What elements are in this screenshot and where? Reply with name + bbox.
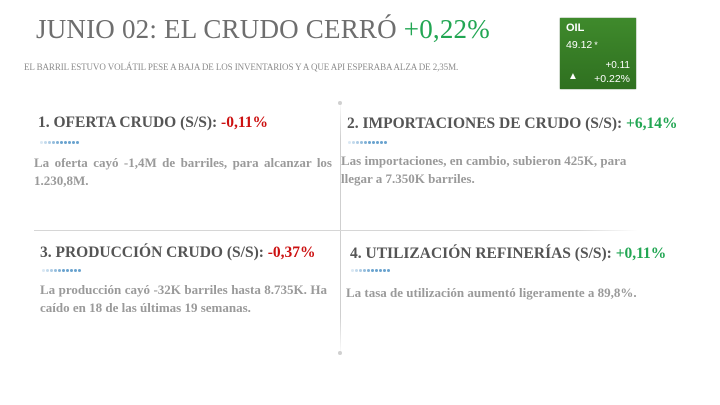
panel-label: 3. PRODUCCIÓN CRUDO (S/S): <box>40 244 268 261</box>
panel-value: +0,11% <box>615 245 667 262</box>
panel-accent-dots <box>42 269 81 273</box>
ticker-price-mark: * <box>594 40 598 50</box>
horizontal-divider <box>34 230 638 231</box>
divider-end-dot <box>338 351 342 355</box>
panel-text-produccion: La producción cayó -32K barriles hasta 8… <box>40 282 327 315</box>
title-change: +0,22% <box>403 14 490 44</box>
ticker-price-row: 49.12 * <box>566 39 598 51</box>
panel-heading-produccion: 3. PRODUCCIÓN CRUDO (S/S): -0,37% <box>40 244 316 262</box>
page-title: JUNIO 02: EL CRUDO CERRÓ +0,22% <box>36 14 490 45</box>
ticker-change: +0.11 <box>605 60 630 71</box>
page-subtitle: EL BARRIL ESTUVO VOLÁTIL PESE A BAJA DE … <box>24 62 459 72</box>
panel-value: +6,14% <box>626 115 678 132</box>
panel-text-oferta: La oferta cayó -1,4M de barriles, para a… <box>34 155 332 188</box>
ticker-symbol: OIL <box>566 22 585 34</box>
divider-end-dot <box>338 101 342 105</box>
panel-label: 4. UTILIZACIÓN REFINERÍAS (S/S): <box>350 245 616 262</box>
panel-label: 2. IMPORTACIONES DE CRUDO (S/S): <box>347 115 627 132</box>
vertical-divider <box>340 100 341 355</box>
panel-heading-importaciones: 2. IMPORTACIONES DE CRUDO (S/S): +6,14% <box>347 115 678 133</box>
panel-value: -0,11% <box>221 114 268 131</box>
panel-text-importaciones: Las importaciones, en cambio, subieron 4… <box>341 153 627 186</box>
panel-accent-dots <box>40 141 79 145</box>
panel-text-utilizacion: La tasa de utilización aumentó ligeramen… <box>346 285 637 300</box>
ticker-change-percent: +0.22% <box>594 73 630 85</box>
panel-accent-dots <box>348 141 387 145</box>
panel-heading-oferta: 1. OFERTA CRUDO (S/S): -0,11% <box>38 114 268 132</box>
panel-heading-utilizacion: 4. UTILIZACIÓN REFINERÍAS (S/S): +0,11% <box>350 245 666 263</box>
ticker-price: 49.12 <box>566 39 593 51</box>
up-arrow-icon: ▲ <box>568 71 578 82</box>
panel-label: 1. OFERTA CRUDO (S/S): <box>38 114 222 131</box>
title-text: JUNIO 02: EL CRUDO CERRÓ <box>36 14 397 44</box>
panel-value: -0,37% <box>267 244 316 261</box>
panel-accent-dots <box>351 269 390 273</box>
oil-ticker-widget: OIL 49.12 * +0.11 ▲ +0.22% <box>560 18 636 89</box>
